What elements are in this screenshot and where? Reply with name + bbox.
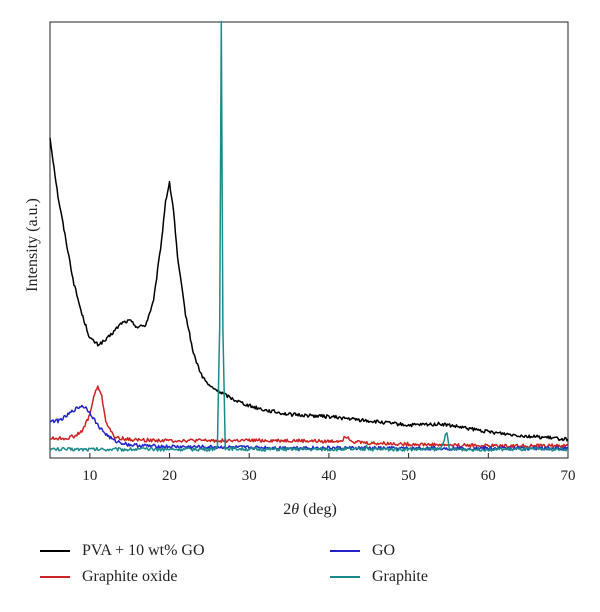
series-line-graphite xyxy=(49,20,569,452)
xrd-chart: 10 20 30 40 50 60 70 Intensity (a.u.) 2θ (deg) xyxy=(24,20,576,518)
legend-item-graphite: Graphite xyxy=(330,568,428,586)
x-axis-title: 2θ (deg) xyxy=(283,501,337,518)
x-tick-label: 50 xyxy=(401,468,416,484)
x-axis-title-prefix: 2 xyxy=(283,501,291,518)
legend-swatch-pva-go xyxy=(40,550,70,552)
series-line-pva-10-wt-go xyxy=(49,137,569,442)
series-line-graphite-oxide xyxy=(49,385,569,449)
axis-layer: 10 20 30 40 50 60 70 xyxy=(82,453,576,484)
legend-label-go: GO xyxy=(372,542,396,559)
x-tick-label: 60 xyxy=(481,468,496,484)
x-axis-title-symbol: θ xyxy=(291,501,299,518)
y-axis-title: Intensity (a.u.) xyxy=(24,198,41,292)
legend-swatch-go xyxy=(330,550,360,552)
legend-label-graphite: Graphite xyxy=(372,568,428,585)
legend-label-pva-go: PVA + 10 wt% GO xyxy=(82,542,205,559)
x-tick-label: 10 xyxy=(82,468,97,484)
x-tick-label: 30 xyxy=(242,468,257,484)
legend-item-pva-go: PVA + 10 wt% GO xyxy=(40,542,205,560)
plot-area xyxy=(49,21,569,459)
legend-item-go: GO xyxy=(330,542,395,560)
x-tick-label: 20 xyxy=(162,468,177,484)
x-axis-title-suffix: (deg) xyxy=(299,501,337,518)
legend-swatch-graphite xyxy=(330,576,360,578)
x-tick-label: 70 xyxy=(561,468,576,484)
x-tick-label: 40 xyxy=(321,468,336,484)
legend-label-graphite-oxide: Graphite oxide xyxy=(82,568,178,585)
legend-swatch-graphite-oxide xyxy=(40,576,70,578)
series-line-go xyxy=(49,404,569,451)
legend-item-graphite-oxide: Graphite oxide xyxy=(40,568,178,586)
chart-legend: PVA + 10 wt% GO GO Graphite oxide Graphi… xyxy=(0,530,600,600)
plot-frame xyxy=(49,21,569,459)
series-layer xyxy=(49,20,569,452)
